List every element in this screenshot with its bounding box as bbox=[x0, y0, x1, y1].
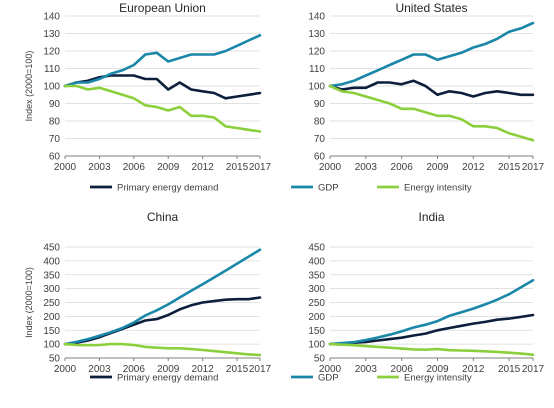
x-tick-label: 2015 bbox=[498, 162, 521, 173]
series-line-primary-energy-demand bbox=[63, 296, 262, 346]
legend-label: GDP bbox=[318, 373, 339, 384]
y-tick-label: 130 bbox=[43, 29, 60, 40]
series-line-gdp bbox=[63, 33, 262, 88]
x-tick-label: 2009 bbox=[157, 162, 180, 173]
series-line-gdp bbox=[328, 21, 535, 88]
y-tick-label: 150 bbox=[43, 326, 60, 337]
panel-2: China 50 100 150 200 250 300 350 400 450 2000 2003 2… bbox=[24, 210, 272, 375]
y-tick-label: 80 bbox=[314, 117, 326, 128]
x-tick-label: 2009 bbox=[157, 364, 180, 375]
panel-title: United States bbox=[395, 1, 467, 15]
y-tick-label: 50 bbox=[314, 354, 326, 365]
x-tick-label: 2015 bbox=[498, 364, 521, 375]
panel-title: India bbox=[418, 210, 444, 224]
x-tick-label: 2017 bbox=[249, 364, 272, 375]
x-tick-label: 2003 bbox=[88, 162, 111, 173]
series-line-energy-intensity bbox=[328, 84, 535, 142]
x-tick-label: 2006 bbox=[391, 162, 414, 173]
x-tick-label: 2000 bbox=[319, 162, 342, 173]
x-tick-label: 2006 bbox=[391, 364, 414, 375]
x-tick-label: 2017 bbox=[249, 162, 272, 173]
y-tick-label: 300 bbox=[308, 284, 325, 295]
y-tick-label: 350 bbox=[308, 270, 325, 281]
y-tick-label: 60 bbox=[49, 152, 61, 163]
y-tick-label: 90 bbox=[49, 99, 61, 110]
y-tick-label: 70 bbox=[314, 134, 326, 145]
x-tick-label: 2000 bbox=[319, 364, 342, 375]
series-line-primary-energy-demand bbox=[328, 313, 535, 346]
y-axis-label: Index (2000=100) bbox=[24, 267, 34, 338]
y-tick-label: 110 bbox=[44, 64, 60, 75]
y-tick-label: 120 bbox=[308, 47, 325, 58]
y-tick-label: 140 bbox=[308, 12, 325, 23]
x-tick-label: 2009 bbox=[426, 162, 449, 173]
series-line-gdp bbox=[63, 248, 262, 346]
x-tick-label: 2000 bbox=[54, 162, 77, 173]
y-tick-label: 150 bbox=[308, 326, 325, 337]
panel-1: United States 60 70 80 90 100 110 120 130 140 2000… bbox=[308, 1, 544, 173]
y-tick-label: 60 bbox=[314, 152, 326, 163]
x-tick-label: 2006 bbox=[123, 162, 146, 173]
panel-title: China bbox=[147, 210, 179, 224]
series-line-energy-intensity bbox=[63, 342, 262, 357]
x-tick-label: 2015 bbox=[226, 364, 249, 375]
y-tick-label: 450 bbox=[308, 243, 325, 254]
y-axis-label: Index (2000=100) bbox=[24, 51, 34, 122]
legend-label: Primary energy demand bbox=[117, 373, 218, 384]
y-tick-label: 400 bbox=[308, 256, 325, 267]
x-tick-label: 2012 bbox=[192, 364, 215, 375]
x-tick-label: 2012 bbox=[462, 162, 485, 173]
legend: Primary energy demand GDP Energy intensity bbox=[90, 373, 472, 384]
x-tick-label: 2017 bbox=[522, 162, 545, 173]
y-tick-label: 130 bbox=[308, 29, 325, 40]
panel-title: European Union bbox=[119, 1, 206, 15]
series-line-gdp bbox=[328, 278, 535, 346]
x-tick-label: 2000 bbox=[54, 364, 77, 375]
y-tick-label: 120 bbox=[43, 47, 60, 58]
y-tick-label: 50 bbox=[49, 354, 61, 365]
y-tick-label: 200 bbox=[308, 312, 325, 323]
y-tick-label: 100 bbox=[308, 82, 325, 93]
panel-3: India 50 100 150 200 250 300 350 400 450 2000 2003 2… bbox=[308, 210, 544, 375]
y-tick-label: 300 bbox=[43, 284, 60, 295]
y-tick-label: 450 bbox=[43, 243, 60, 254]
y-tick-label: 110 bbox=[309, 64, 325, 75]
legend-label: Energy intensity bbox=[404, 183, 472, 194]
series-line-primary-energy-demand bbox=[328, 79, 535, 98]
series-line-primary-energy-demand bbox=[63, 74, 262, 100]
series-line-energy-intensity bbox=[63, 84, 262, 133]
x-tick-label: 2003 bbox=[355, 364, 378, 375]
y-tick-label: 250 bbox=[308, 298, 325, 309]
series-line-energy-intensity bbox=[328, 342, 535, 357]
x-tick-label: 2012 bbox=[192, 162, 215, 173]
y-tick-label: 70 bbox=[49, 134, 61, 145]
y-tick-label: 400 bbox=[43, 256, 60, 267]
y-tick-label: 100 bbox=[43, 82, 60, 93]
legend-label: Energy intensity bbox=[404, 373, 472, 384]
x-tick-label: 2015 bbox=[226, 162, 249, 173]
y-tick-label: 90 bbox=[314, 99, 326, 110]
x-tick-label: 2006 bbox=[123, 364, 146, 375]
x-tick-label: 2003 bbox=[88, 364, 111, 375]
x-tick-label: 2012 bbox=[462, 364, 485, 375]
legend-label: GDP bbox=[318, 183, 339, 194]
x-tick-label: 2009 bbox=[426, 364, 449, 375]
y-tick-label: 250 bbox=[43, 298, 60, 309]
y-tick-label: 80 bbox=[49, 117, 61, 128]
panel-0: European Union 60 70 80 90 100 110 120 130 140 200… bbox=[24, 1, 272, 173]
y-tick-label: 100 bbox=[308, 340, 325, 351]
y-tick-label: 200 bbox=[43, 312, 60, 323]
x-tick-label: 2017 bbox=[522, 364, 545, 375]
y-tick-label: 350 bbox=[43, 270, 60, 281]
y-tick-label: 140 bbox=[43, 12, 60, 23]
y-tick-label: 100 bbox=[43, 340, 60, 351]
legend-label: Primary energy demand bbox=[117, 183, 218, 194]
x-tick-label: 2003 bbox=[355, 162, 378, 173]
legend: Primary energy demand GDP Energy intensity bbox=[90, 183, 472, 194]
